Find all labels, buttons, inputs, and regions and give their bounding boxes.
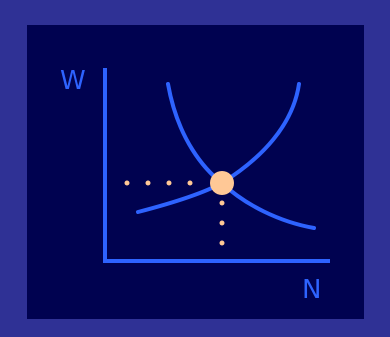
- guide-dot: [219, 200, 225, 206]
- guide-dot: [187, 180, 193, 186]
- diagram-panel: [27, 25, 364, 319]
- horizontal-guide-dots: [124, 180, 193, 186]
- guide-dot: [219, 220, 225, 226]
- y-axis-label: W: [60, 66, 86, 96]
- x-axis-label: N: [302, 275, 322, 305]
- guide-dot: [145, 180, 151, 186]
- guide-dot: [124, 180, 130, 186]
- guide-dot: [166, 180, 172, 186]
- vertical-guide-dots: [219, 200, 225, 246]
- guide-dot: [219, 240, 225, 246]
- equilibrium-point: [210, 171, 234, 195]
